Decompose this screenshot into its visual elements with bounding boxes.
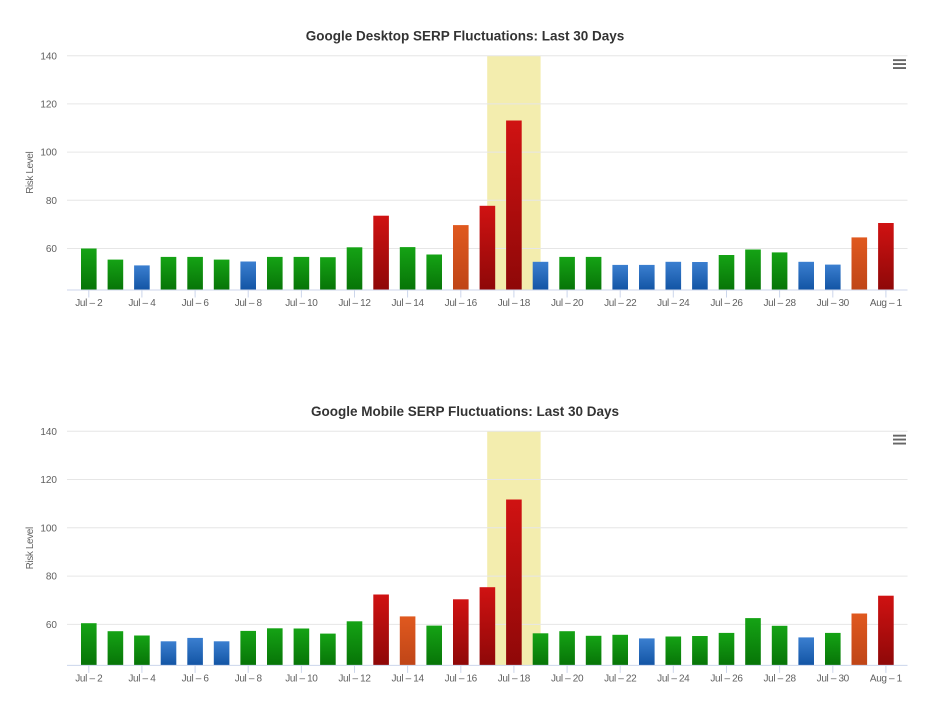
svg-text:Jul – 6: Jul – 6: [182, 673, 210, 684]
svg-text:Aug – 1: Aug – 1: [870, 673, 903, 684]
svg-text:Jul – 28: Jul – 28: [763, 298, 796, 309]
svg-text:80: 80: [46, 572, 58, 583]
svg-text:Jul – 20: Jul – 20: [551, 298, 584, 309]
svg-text:Jul – 4: Jul – 4: [128, 673, 156, 684]
svg-text:Jul – 30: Jul – 30: [817, 298, 850, 309]
svg-text:Jul – 10: Jul – 10: [285, 298, 318, 309]
svg-text:Aug – 1: Aug – 1: [870, 298, 903, 309]
svg-text:Jul – 10: Jul – 10: [285, 673, 318, 684]
svg-text:Jul – 28: Jul – 28: [763, 673, 796, 684]
svg-text:Jul – 18: Jul – 18: [498, 673, 531, 684]
svg-text:Jul – 16: Jul – 16: [445, 673, 478, 684]
svg-text:80: 80: [46, 196, 58, 207]
svg-text:Jul – 12: Jul – 12: [338, 298, 371, 309]
svg-text:60: 60: [46, 620, 58, 631]
svg-text:Jul – 6: Jul – 6: [182, 298, 210, 309]
svg-text:Jul – 22: Jul – 22: [604, 298, 637, 309]
svg-text:Jul – 22: Jul – 22: [604, 673, 637, 684]
svg-text:100: 100: [40, 523, 57, 534]
svg-text:Jul – 12: Jul – 12: [338, 673, 371, 684]
svg-text:Jul – 16: Jul – 16: [445, 298, 478, 309]
svg-text:Jul – 30: Jul – 30: [817, 673, 850, 684]
svg-text:120: 120: [40, 475, 57, 486]
svg-text:Jul – 24: Jul – 24: [657, 298, 690, 309]
svg-text:Jul – 14: Jul – 14: [391, 673, 424, 684]
svg-text:Jul – 4: Jul – 4: [128, 298, 156, 309]
svg-text:Risk Level: Risk Level: [25, 527, 36, 569]
svg-text:140: 140: [40, 51, 57, 62]
svg-text:Jul – 26: Jul – 26: [710, 298, 743, 309]
svg-text:Jul – 20: Jul – 20: [551, 673, 584, 684]
svg-text:Risk Level: Risk Level: [25, 152, 36, 194]
svg-text:Jul – 24: Jul – 24: [657, 673, 690, 684]
svg-text:60: 60: [46, 244, 58, 255]
svg-text:140: 140: [40, 427, 57, 438]
svg-text:Jul – 26: Jul – 26: [710, 673, 743, 684]
svg-text:Google Mobile SERP Fluctuation: Google Mobile SERP Fluctuations: Last 30…: [311, 404, 619, 419]
svg-text:Jul – 18: Jul – 18: [498, 298, 531, 309]
svg-text:Jul – 14: Jul – 14: [391, 298, 424, 309]
svg-text:Jul – 2: Jul – 2: [75, 673, 103, 684]
svg-text:100: 100: [40, 148, 57, 159]
svg-text:Jul – 2: Jul – 2: [75, 298, 103, 309]
svg-text:Jul – 8: Jul – 8: [235, 673, 263, 684]
svg-text:120: 120: [40, 100, 57, 111]
svg-text:Google Desktop SERP Fluctuatio: Google Desktop SERP Fluctuations: Last 3…: [306, 29, 625, 44]
svg-text:Jul – 8: Jul – 8: [235, 298, 263, 309]
